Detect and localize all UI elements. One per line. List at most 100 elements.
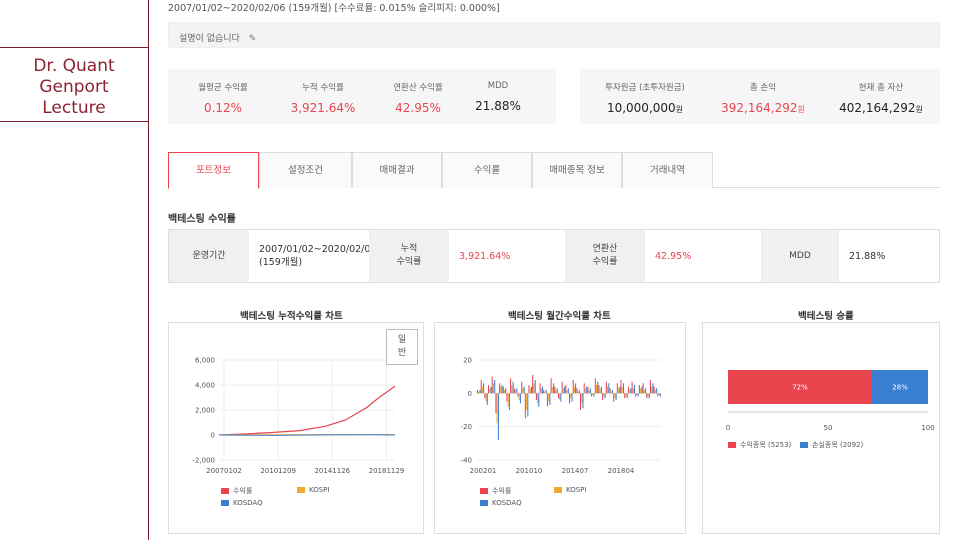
bar-0 xyxy=(594,378,596,394)
legend-item-return[interactable]: 수익률 xyxy=(221,486,252,496)
x-tick-label: 20101209 xyxy=(260,467,296,475)
bar-2 xyxy=(531,386,533,394)
bar-1 xyxy=(603,393,605,397)
bar-2 xyxy=(523,386,525,394)
legend-item-kosdaq[interactable]: KOSDAQ xyxy=(221,499,263,507)
bar-1 xyxy=(643,390,645,394)
bar-0 xyxy=(642,383,644,394)
bar-2 xyxy=(619,386,621,394)
bar-2 xyxy=(516,388,518,394)
bar-2 xyxy=(483,383,485,394)
bar-0 xyxy=(572,380,574,394)
legend-item-kospi[interactable]: KOSPI xyxy=(297,486,329,494)
legend-label: KOSDAQ xyxy=(233,499,263,507)
bar-1 xyxy=(492,383,494,394)
range-button-line: 반 xyxy=(397,348,407,358)
bar-0 xyxy=(580,393,582,410)
bar-1 xyxy=(478,391,480,394)
legend-item-kosdaq[interactable]: KOSDAQ xyxy=(480,499,522,507)
bar-0 xyxy=(558,393,560,399)
panel-divider-bottom xyxy=(0,121,148,122)
bar-2 xyxy=(637,393,639,397)
bar-0 xyxy=(638,385,640,394)
summary-label: 총 손익 xyxy=(749,83,777,93)
legend-item-kospi[interactable]: KOSPI xyxy=(554,486,586,494)
winrate-segment-label: 72% xyxy=(792,384,808,392)
currency-unit: 원 xyxy=(797,105,805,114)
bar-0 xyxy=(554,386,556,394)
bar-2 xyxy=(597,381,599,394)
bar-1 xyxy=(596,385,598,394)
bar-1 xyxy=(529,388,531,394)
tab-trade-results[interactable]: 매매결과 xyxy=(352,152,442,188)
backtest-stats-table: 운영기간 2007/01/02~2020/02/06 (159개월) 누적 수익… xyxy=(168,229,940,283)
bar-0 xyxy=(650,380,652,394)
bar-1 xyxy=(588,390,590,394)
stats-period-months: (159개월) xyxy=(259,257,303,268)
bar-1 xyxy=(562,388,564,394)
summary-value: 42.95% xyxy=(395,101,441,115)
tab-port-info[interactable]: 포트정보 xyxy=(168,152,259,189)
legend-item-return[interactable]: 수익률 xyxy=(480,486,511,496)
bar-1 xyxy=(647,393,649,397)
legend-swatch xyxy=(221,500,229,506)
tab-stock-info[interactable]: 매매종목 정보 xyxy=(532,152,622,188)
summary-principal: 투자원금 (초투자원금) 10,000,000원 xyxy=(580,81,710,115)
bar-2 xyxy=(538,393,540,407)
legend-swatch xyxy=(221,488,229,494)
stats-period-dates: 2007/01/02~2020/02/06 xyxy=(259,244,377,255)
pencil-icon[interactable]: ✎ xyxy=(248,34,257,44)
legend-label: KOSPI xyxy=(566,486,587,494)
bar-2 xyxy=(600,386,602,394)
legend-label: 수익률 xyxy=(233,487,253,495)
cumulative-chart-svg: 6,000 4,000 2,000 0 -2,000 20070102 20101209 20… xyxy=(192,357,404,476)
bar-2 xyxy=(634,385,636,394)
lecture-title-line: Dr. Quant xyxy=(33,56,115,76)
bar-1 xyxy=(618,388,620,394)
bar-0 xyxy=(550,378,552,394)
lecture-title-line: Lecture xyxy=(42,98,106,118)
legend-swatch xyxy=(554,487,562,493)
bar-1 xyxy=(533,383,535,394)
bar-0 xyxy=(627,386,629,394)
stats-mdd-value: 21.88% xyxy=(849,250,886,262)
bar-0 xyxy=(499,383,501,394)
bar-0 xyxy=(535,393,537,400)
bar-2 xyxy=(648,393,650,399)
bar-1 xyxy=(485,393,487,402)
bar-2 xyxy=(611,390,613,394)
summary-label: 투자원금 (초투자원금) xyxy=(605,83,685,93)
tab-history[interactable]: 거래내역 xyxy=(622,152,713,188)
legend-item-profit[interactable]: 수익종목 (5253) xyxy=(728,440,791,450)
bar-0 xyxy=(602,393,604,400)
winrate-segment-label: 28% xyxy=(892,384,908,392)
x-tick-label: 20141126 xyxy=(314,467,350,475)
bar-1 xyxy=(573,386,575,394)
tab-returns[interactable]: 수익률 xyxy=(442,152,532,188)
bar-2 xyxy=(479,390,481,394)
bar-2 xyxy=(626,393,628,399)
bar-2 xyxy=(571,393,573,402)
bar-0 xyxy=(513,388,515,394)
summary-current-assets: 현재 총 자산 402,164,292원 xyxy=(816,81,946,115)
bar-1 xyxy=(581,393,583,404)
y-tick-label: 20 xyxy=(463,357,472,365)
bar-2 xyxy=(512,381,514,394)
bar-0 xyxy=(591,393,593,397)
summary-value: 3,921.64% xyxy=(290,101,356,115)
bar-2 xyxy=(490,386,492,394)
bar-1 xyxy=(500,386,502,394)
winrate-chart: 72% 28% 0 50 100 수익종목 (5253) 손실종목 (2092) xyxy=(702,322,940,534)
tab-settings[interactable]: 설정조건 xyxy=(259,152,352,188)
stats-mdd-label: MDD xyxy=(761,230,839,282)
bar-0 xyxy=(657,393,659,397)
bar-2 xyxy=(534,380,536,394)
bar-1 xyxy=(621,386,623,394)
legend-item-loss[interactable]: 손실종목 (2092) xyxy=(800,440,863,450)
bar-0 xyxy=(569,393,571,404)
bar-1 xyxy=(640,388,642,394)
bar-2 xyxy=(545,390,547,394)
lecture-title-line: Genport xyxy=(39,77,109,97)
range-toggle-button[interactable]: 일 반 xyxy=(386,329,418,365)
stats-period-value: 2007/01/02~2020/02/06 (159개월) xyxy=(249,230,399,282)
